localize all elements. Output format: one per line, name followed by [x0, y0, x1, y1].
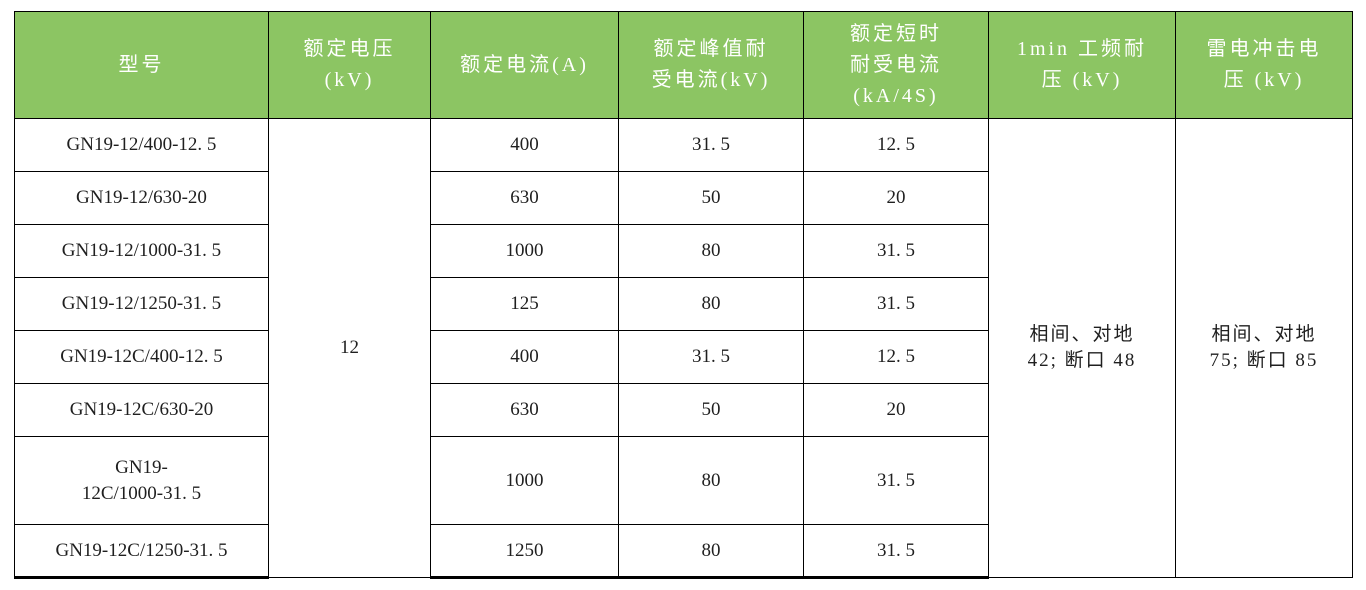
current-cell: 630 — [430, 171, 619, 225]
current-cell: 1000 — [430, 224, 619, 278]
peak-cell: 80 — [618, 277, 804, 331]
table-row: GN19-12C/630-20 630 50 20 — [14, 383, 1353, 437]
table-row: GN19-12C/1250-31. 5 1250 80 31. 5 — [14, 524, 1353, 579]
short-time-cell: 12. 5 — [803, 330, 989, 384]
short-time-cell: 31. 5 — [803, 524, 989, 579]
table-row: GN19-12C/400-12. 5 400 31. 5 12. 5 — [14, 330, 1353, 384]
table-row: GN19- 12C/1000-31. 5 1000 80 31. 5 — [14, 436, 1353, 525]
col-header-power-frequency-voltage: 1min 工频耐 压 (kV) — [988, 11, 1176, 119]
model-cell: GN19-12/400-12. 5 — [14, 118, 269, 172]
table-row: GN19-12/400-12. 5 12 400 31. 5 12. 5 相间、… — [14, 118, 1353, 578]
model-cell: GN19-12/630-20 — [14, 171, 269, 225]
model-cell: GN19-12/1250-31. 5 — [14, 277, 269, 331]
peak-cell: 31. 5 — [618, 118, 804, 172]
model-cell: GN19-12C/630-20 — [14, 383, 269, 437]
short-time-cell: 20 — [803, 383, 989, 437]
peak-cell: 31. 5 — [618, 330, 804, 384]
power-frequency-cell: 相间、对地 42; 断口 48 — [988, 118, 1176, 578]
peak-cell: 50 — [618, 383, 804, 437]
short-time-cell: 12. 5 — [803, 118, 989, 172]
rated-voltage-cell: 12 — [268, 118, 431, 578]
switch-spec-table: 型号 额定电压 (kV) 额定电流(A) 额定峰值耐 受电流(kV) 额定短时 … — [14, 11, 1353, 579]
col-header-model: 型号 — [14, 11, 269, 119]
current-cell: 125 — [430, 277, 619, 331]
peak-cell: 50 — [618, 171, 804, 225]
current-cell: 400 — [430, 118, 619, 172]
model-cell: GN19-12C/400-12. 5 — [14, 330, 269, 384]
model-cell: GN19- 12C/1000-31. 5 — [14, 436, 269, 525]
lightning-impulse-cell: 相间、对地 75; 断口 85 — [1175, 118, 1353, 578]
peak-cell: 80 — [618, 224, 804, 278]
col-header-short-time-current: 额定短时 耐受电流 (kA/4S) — [803, 11, 989, 119]
short-time-cell: 31. 5 — [803, 277, 989, 331]
peak-cell: 80 — [618, 436, 804, 525]
short-time-cell: 31. 5 — [803, 436, 989, 525]
current-cell: 1250 — [430, 524, 619, 579]
col-header-peak-withstand-current: 额定峰值耐 受电流(kV) — [618, 11, 804, 119]
current-cell: 400 — [430, 330, 619, 384]
table-row: GN19-12/1000-31. 5 1000 80 31. 5 — [14, 224, 1353, 278]
short-time-cell: 20 — [803, 171, 989, 225]
col-header-rated-current: 额定电流(A) — [430, 11, 619, 119]
peak-cell: 80 — [618, 524, 804, 579]
col-header-lightning-impulse-voltage: 雷电冲击电 压 (kV) — [1175, 11, 1353, 119]
model-cell: GN19-12C/1250-31. 5 — [14, 524, 269, 579]
current-cell: 1000 — [430, 436, 619, 525]
table-row: GN19-12/1250-31. 5 125 80 31. 5 — [14, 277, 1353, 331]
col-header-rated-voltage: 额定电压 (kV) — [268, 11, 431, 119]
header-row: 型号 额定电压 (kV) 额定电流(A) 额定峰值耐 受电流(kV) 额定短时 … — [14, 11, 1353, 119]
table-row: GN19-12/630-20 630 50 20 — [14, 171, 1353, 225]
current-cell: 630 — [430, 383, 619, 437]
short-time-cell: 31. 5 — [803, 224, 989, 278]
model-cell: GN19-12/1000-31. 5 — [14, 224, 269, 278]
